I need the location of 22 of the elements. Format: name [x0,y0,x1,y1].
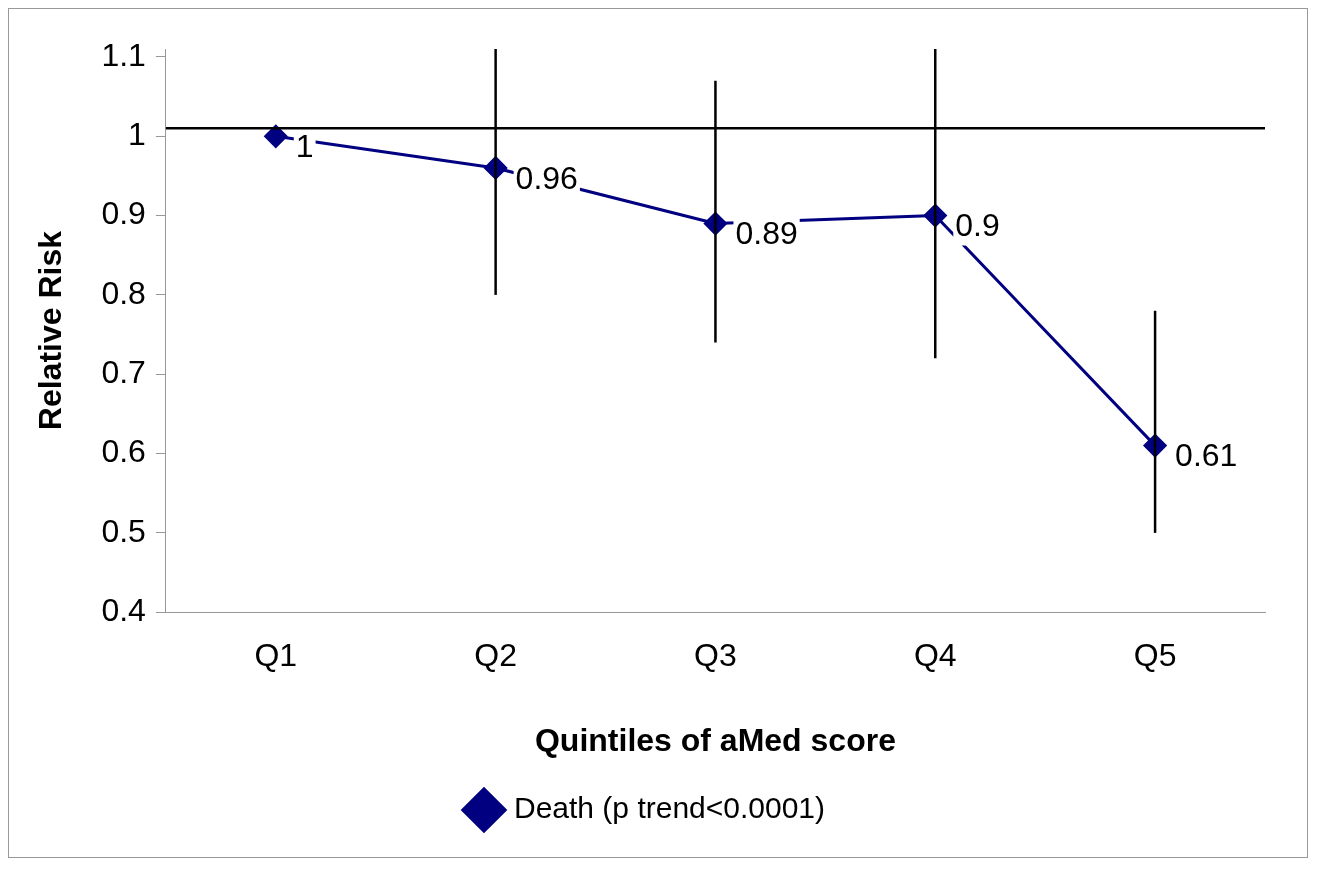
y-axis-title: Relative Risk [32,230,69,431]
y-tick-label: 0.8 [101,274,146,311]
y-tick-label: 1.1 [101,36,146,73]
legend-label: Death (p trend<0.0001) [513,791,826,825]
y-tick-label: 0.6 [101,433,146,470]
data-label: 1 [295,128,314,165]
x-tick-label: Q4 [913,637,957,674]
data-label: 0.96 [515,159,578,196]
x-tick-label: Q5 [1133,637,1177,674]
y-tick-label: 1 [128,116,146,153]
x-tick-label: Q3 [694,637,737,674]
y-tick-label: 0.4 [101,592,146,629]
point [264,124,288,148]
y-tick-label: 0.9 [101,195,146,232]
x-tick-label: Q1 [254,637,298,674]
data-label: 0.89 [735,215,798,252]
x-tick-label: Q2 [474,637,517,674]
y-tick-label: 0.7 [101,354,146,391]
x-axis-title: Quintiles of aMed score [534,721,896,758]
data-label: 0.61 [1175,437,1238,474]
data-label: 0.9 [955,207,1000,244]
y-tick-label: 0.5 [101,512,146,549]
